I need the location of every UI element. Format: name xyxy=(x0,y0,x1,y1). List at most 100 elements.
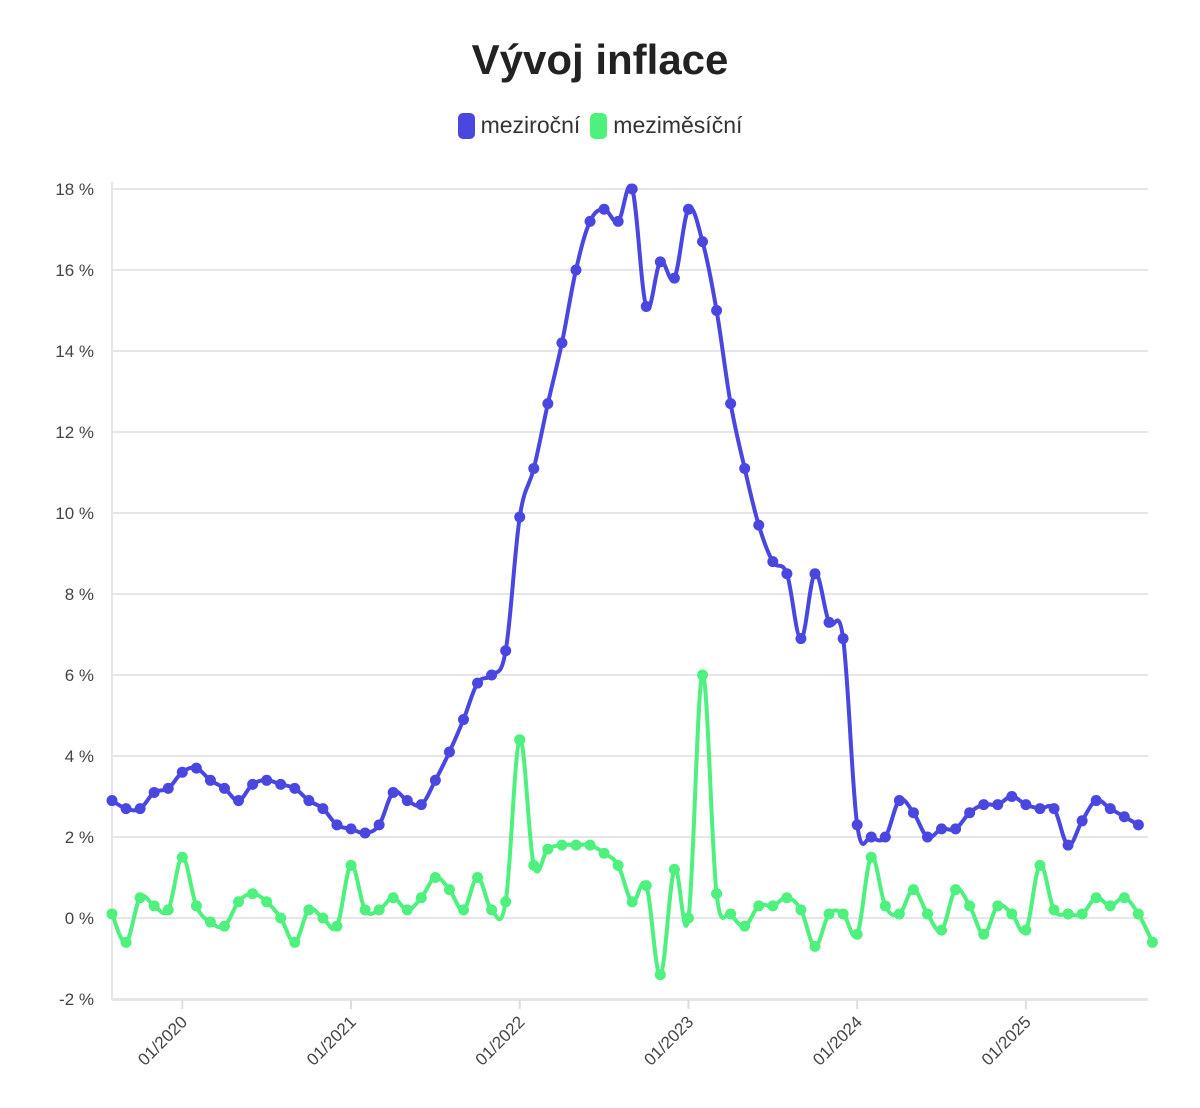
point-mom[interactable] xyxy=(514,734,526,746)
point-mom[interactable] xyxy=(851,928,863,940)
point-mom[interactable] xyxy=(767,900,779,912)
point-yoy[interactable] xyxy=(1034,803,1046,815)
point-yoy[interactable] xyxy=(247,778,259,790)
point-mom[interactable] xyxy=(739,920,751,932)
point-yoy[interactable] xyxy=(317,803,329,815)
point-mom[interactable] xyxy=(668,863,680,875)
point-yoy[interactable] xyxy=(851,819,863,831)
point-yoy[interactable] xyxy=(893,795,905,807)
point-yoy[interactable] xyxy=(176,766,188,778)
point-yoy[interactable] xyxy=(837,633,849,645)
point-yoy[interactable] xyxy=(472,677,484,689)
point-yoy[interactable] xyxy=(106,795,118,807)
point-mom[interactable] xyxy=(1034,859,1046,871)
point-yoy[interactable] xyxy=(936,823,948,835)
point-yoy[interactable] xyxy=(823,616,835,628)
point-yoy[interactable] xyxy=(486,669,498,681)
point-yoy[interactable] xyxy=(570,264,582,276)
point-yoy[interactable] xyxy=(233,795,245,807)
point-yoy[interactable] xyxy=(134,803,146,815)
point-mom[interactable] xyxy=(893,908,905,920)
point-mom[interactable] xyxy=(289,936,301,948)
point-yoy[interactable] xyxy=(401,795,413,807)
point-yoy[interactable] xyxy=(682,203,694,215)
point-mom[interactable] xyxy=(1006,908,1018,920)
point-mom[interactable] xyxy=(921,908,933,920)
point-yoy[interactable] xyxy=(654,256,666,268)
point-yoy[interactable] xyxy=(429,774,441,786)
point-mom[interactable] xyxy=(936,924,948,936)
point-yoy[interactable] xyxy=(190,762,202,774)
point-yoy[interactable] xyxy=(950,823,962,835)
point-mom[interactable] xyxy=(781,892,793,904)
point-mom[interactable] xyxy=(373,904,385,916)
point-mom[interactable] xyxy=(401,904,413,916)
point-yoy[interactable] xyxy=(500,645,512,657)
point-yoy[interactable] xyxy=(1104,803,1116,815)
point-yoy[interactable] xyxy=(1062,839,1074,851)
point-yoy[interactable] xyxy=(1048,803,1060,815)
point-yoy[interactable] xyxy=(556,337,568,349)
point-mom[interactable] xyxy=(626,896,638,908)
point-mom[interactable] xyxy=(458,904,469,916)
point-mom[interactable] xyxy=(218,920,230,932)
point-yoy[interactable] xyxy=(978,799,990,811)
point-mom[interactable] xyxy=(176,851,188,863)
point-mom[interactable] xyxy=(556,839,568,851)
point-mom[interactable] xyxy=(190,900,202,912)
point-yoy[interactable] xyxy=(865,831,877,843)
point-mom[interactable] xyxy=(697,669,709,681)
point-mom[interactable] xyxy=(275,912,287,924)
point-yoy[interactable] xyxy=(261,774,273,786)
point-yoy[interactable] xyxy=(415,799,427,811)
point-mom[interactable] xyxy=(303,904,315,916)
point-mom[interactable] xyxy=(570,839,582,851)
point-mom[interactable] xyxy=(795,904,807,916)
point-yoy[interactable] xyxy=(120,803,132,815)
legend-item-yoy[interactable]: meziroční xyxy=(457,112,580,139)
point-yoy[interactable] xyxy=(921,831,933,843)
point-mom[interactable] xyxy=(162,904,174,916)
point-yoy[interactable] xyxy=(795,633,807,645)
point-mom[interactable] xyxy=(1118,892,1130,904)
point-yoy[interactable] xyxy=(387,786,399,798)
point-mom[interactable] xyxy=(879,900,891,912)
point-yoy[interactable] xyxy=(528,462,540,474)
point-mom[interactable] xyxy=(964,900,976,912)
point-yoy[interactable] xyxy=(373,819,385,831)
point-mom[interactable] xyxy=(640,880,652,892)
point-mom[interactable] xyxy=(472,872,484,883)
point-mom[interactable] xyxy=(331,920,343,932)
point-yoy[interactable] xyxy=(753,519,765,531)
point-mom[interactable] xyxy=(711,888,723,900)
point-mom[interactable] xyxy=(584,839,596,851)
point-yoy[interactable] xyxy=(640,300,652,312)
point-mom[interactable] xyxy=(654,969,666,981)
point-yoy[interactable] xyxy=(443,746,455,758)
point-mom[interactable] xyxy=(429,872,441,883)
point-mom[interactable] xyxy=(486,904,498,916)
point-yoy[interactable] xyxy=(162,782,174,794)
point-yoy[interactable] xyxy=(1118,811,1130,823)
point-yoy[interactable] xyxy=(345,823,357,835)
point-mom[interactable] xyxy=(1132,908,1144,920)
point-yoy[interactable] xyxy=(275,778,287,790)
point-yoy[interactable] xyxy=(514,511,526,523)
point-mom[interactable] xyxy=(907,884,919,896)
point-mom[interactable] xyxy=(233,896,245,908)
point-mom[interactable] xyxy=(865,851,877,863)
point-mom[interactable] xyxy=(528,859,540,871)
point-yoy[interactable] xyxy=(668,272,680,284)
point-mom[interactable] xyxy=(120,936,132,948)
point-yoy[interactable] xyxy=(303,795,315,807)
point-mom[interactable] xyxy=(598,847,610,859)
point-mom[interactable] xyxy=(1062,908,1074,920)
point-mom[interactable] xyxy=(1020,924,1032,936)
point-yoy[interactable] xyxy=(879,831,891,843)
point-yoy[interactable] xyxy=(359,827,371,839)
point-mom[interactable] xyxy=(1076,908,1088,920)
point-mom[interactable] xyxy=(134,892,146,904)
point-yoy[interactable] xyxy=(1090,795,1102,807)
point-mom[interactable] xyxy=(753,900,765,912)
point-yoy[interactable] xyxy=(1132,819,1144,831)
